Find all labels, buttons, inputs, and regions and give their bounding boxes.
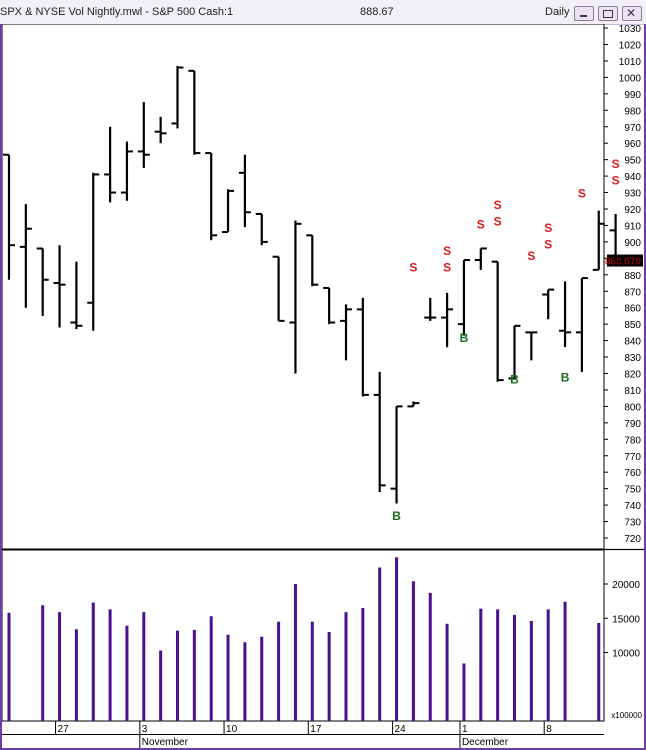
price-tick-label: 1000: [619, 73, 642, 84]
sell-signal: S: [409, 261, 417, 275]
buy-signal: B: [561, 371, 570, 385]
price-tick-label: 930: [624, 189, 641, 200]
price-tick-label: 950: [624, 156, 641, 167]
price-tick-label: 990: [624, 90, 641, 101]
date-tick-label: 3: [142, 724, 148, 735]
restore-button[interactable]: [598, 6, 618, 21]
price-tick-label: 760: [624, 468, 641, 479]
price-tick-label: 730: [624, 518, 641, 529]
window-title: SPX & NYSE Vol Nightly.mwl - S&P 500 Cas…: [0, 6, 234, 18]
last-price-flag: [607, 254, 643, 267]
price-volume-chart: 7207307407507607707807908008108208308408…: [0, 24, 646, 748]
sell-signal: S: [443, 261, 451, 275]
sell-signal: S: [612, 157, 620, 171]
interval-label: Daily: [545, 6, 570, 18]
price-tick-label: 880: [624, 271, 641, 282]
price-tick-label: 800: [624, 402, 641, 413]
price-tick-label: 750: [624, 485, 641, 496]
price-tick-label: 960: [624, 139, 641, 150]
price-tick-label: 720: [624, 534, 641, 545]
price-tick-label: 1020: [619, 41, 642, 52]
title-bar[interactable]: SPX & NYSE Vol Nightly.mwl - S&P 500 Cas…: [0, 0, 646, 25]
price-tick-label: 870: [624, 287, 641, 298]
sell-signal: S: [544, 237, 552, 251]
buy-signal: B: [460, 331, 469, 345]
price-tick-label: 810: [624, 386, 641, 397]
volume-tick-label: 20000: [612, 580, 640, 591]
sell-signal: S: [578, 186, 586, 200]
price-tick-label: 790: [624, 419, 641, 430]
price-tick-label: 850: [624, 320, 641, 331]
sell-signal: S: [443, 244, 451, 258]
date-axis: 27 3 10 17 24 1 8 November December: [2, 721, 604, 748]
price-tick-label: 940: [624, 172, 641, 183]
price-tick-label: 740: [624, 501, 641, 512]
volume-tick-label: 15000: [612, 614, 640, 625]
price-tick-label: 860: [624, 304, 641, 315]
price-tick-label: 910: [624, 221, 641, 232]
price-plot-area: [1, 24, 605, 550]
sell-signal: S: [494, 198, 502, 212]
minimize-icon: [580, 15, 587, 17]
price-tick-label: 840: [624, 337, 641, 348]
sell-signal: S: [612, 173, 620, 187]
close-button[interactable]: ✕: [622, 6, 642, 21]
date-tick-label: 24: [395, 724, 407, 735]
restore-icon: [603, 10, 613, 18]
volume-plot-area: [1, 549, 605, 722]
date-tick-label: 10: [226, 724, 238, 735]
last-price-readout: 888.67: [360, 6, 394, 18]
price-tick-label: 1010: [619, 57, 642, 68]
price-tick-label: 830: [624, 353, 641, 364]
price-tick-label: 920: [624, 205, 641, 216]
buy-signal: B: [392, 509, 401, 523]
sell-signal: S: [477, 218, 485, 232]
buy-signal: B: [510, 372, 519, 386]
sell-signal: S: [527, 249, 535, 263]
price-tick-label: 1030: [619, 24, 642, 35]
close-icon: ✕: [626, 6, 637, 20]
month-label: December: [462, 737, 509, 748]
price-tick-label: 970: [624, 123, 641, 134]
price-panel: 720 730 740 750 760 770 780 790 800 810 820 830 840 8…: [0, 24, 646, 551]
price-tick-label: 820: [624, 370, 641, 381]
price-tick-label: 770: [624, 452, 641, 463]
date-tick-label: 17: [310, 724, 322, 735]
price-tick-label: 900: [624, 238, 641, 249]
price-tick-label: 980: [624, 106, 641, 117]
last-price-flag-label: 888.670: [605, 257, 642, 268]
volume-tick-label: 10000: [612, 649, 640, 660]
date-tick-label: 1: [462, 724, 468, 735]
volume-panel: 10000 15000 20000 x100000: [1, 549, 643, 722]
date-tick-label: 27: [58, 724, 70, 735]
sell-signal: S: [544, 221, 552, 235]
month-label: November: [142, 737, 189, 748]
volume-multiplier-label: x100000: [611, 711, 642, 720]
sell-signal: S: [494, 214, 502, 228]
date-tick-label: 8: [546, 724, 552, 735]
price-tick-label: 780: [624, 435, 641, 446]
minimize-button[interactable]: [574, 6, 594, 21]
